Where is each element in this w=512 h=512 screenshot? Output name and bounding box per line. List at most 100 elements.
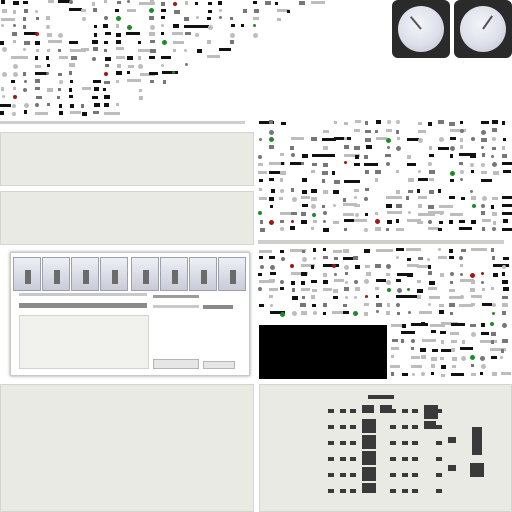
mini-bar xyxy=(333,279,344,283)
indicator-dot xyxy=(34,31,39,36)
mini-control xyxy=(57,72,62,76)
mini-control xyxy=(195,1,199,5)
indicator-dot xyxy=(428,303,432,307)
indicator-dot xyxy=(375,219,381,225)
mini-control xyxy=(322,189,328,194)
indicator-dot xyxy=(126,25,132,31)
mini-control xyxy=(364,302,370,306)
mini-control xyxy=(57,87,61,91)
mini-control xyxy=(431,363,436,368)
mini-control xyxy=(185,31,192,35)
mini-control xyxy=(270,272,277,276)
mini-bar xyxy=(418,310,432,314)
mini-control xyxy=(311,265,315,270)
controls-atlas-right-2 xyxy=(258,188,512,236)
diagram-pin xyxy=(340,489,346,493)
indicator-dot xyxy=(291,153,296,157)
mini-control xyxy=(115,39,121,44)
mini-bar xyxy=(93,80,102,84)
mini-control xyxy=(344,272,348,276)
mini-control xyxy=(431,356,438,361)
mini-control xyxy=(185,0,189,5)
mini-control xyxy=(353,129,360,133)
mini-control xyxy=(354,120,361,124)
indicator-dot xyxy=(363,279,369,285)
mini-control xyxy=(342,197,346,202)
indicator-dot xyxy=(280,227,285,232)
indicator-dot xyxy=(289,263,294,268)
mini-bar xyxy=(390,323,406,327)
indicator-dot xyxy=(450,271,455,276)
mini-control xyxy=(59,110,64,115)
diagram-block xyxy=(472,427,482,455)
indicator-dot xyxy=(459,256,464,261)
mini-bar xyxy=(386,211,402,215)
mini-control xyxy=(322,302,327,307)
mini-control xyxy=(70,79,74,83)
mini-bar xyxy=(450,212,463,216)
mini-bar xyxy=(401,330,416,334)
mini-control xyxy=(127,64,134,68)
indicator-dot xyxy=(364,294,368,298)
dialog-text-area[interactable] xyxy=(19,315,149,369)
mini-control xyxy=(138,79,142,83)
mini-control xyxy=(258,303,264,307)
indicator-dot xyxy=(1,72,7,78)
indicator-dot xyxy=(344,296,348,300)
indicator-dot xyxy=(138,63,144,69)
mini-control xyxy=(438,227,443,231)
mini-control xyxy=(268,294,273,298)
mini-control xyxy=(364,154,369,159)
mini-control xyxy=(70,55,77,60)
mini-bar xyxy=(395,248,404,252)
indicator-dot xyxy=(149,8,155,14)
indicator-dot xyxy=(375,310,379,314)
mini-control xyxy=(417,121,422,125)
mini-control xyxy=(259,188,263,192)
mini-bar xyxy=(440,322,458,326)
black-display-panel xyxy=(259,325,387,379)
dialog-button-cancel[interactable] xyxy=(203,361,235,369)
dialog-bar xyxy=(153,295,199,298)
dialog-button-ok[interactable] xyxy=(153,359,199,369)
diagram-pin xyxy=(412,457,418,461)
mini-control xyxy=(375,295,379,299)
indicator-dot xyxy=(35,103,40,108)
mini-control xyxy=(279,178,283,183)
mini-control xyxy=(138,95,143,100)
mini-control xyxy=(104,56,111,61)
mini-control xyxy=(290,226,296,231)
mini-control xyxy=(322,178,326,183)
mini-control xyxy=(311,137,318,142)
mini-control xyxy=(11,79,16,83)
indicator-dot xyxy=(417,169,421,173)
gauge-face xyxy=(460,6,506,52)
mini-control xyxy=(321,205,325,209)
mini-control xyxy=(1,86,5,91)
indicator-dot xyxy=(311,203,317,209)
mini-control xyxy=(353,203,360,207)
mini-control xyxy=(103,80,110,84)
mini-bar xyxy=(259,249,273,253)
diagram-block xyxy=(362,451,376,465)
panel-right-bottom xyxy=(259,384,512,512)
mini-control xyxy=(270,205,273,209)
indicator-dot xyxy=(58,33,64,39)
indicator-dot xyxy=(82,17,87,22)
mini-control xyxy=(470,170,474,174)
mini-bar xyxy=(219,48,231,52)
mini-control xyxy=(391,371,395,376)
mini-control xyxy=(343,137,347,141)
indicator-dot xyxy=(491,303,496,308)
mini-control xyxy=(300,310,307,315)
mini-control xyxy=(491,146,496,150)
mini-bar xyxy=(139,1,156,5)
diagram-block xyxy=(362,435,376,449)
mini-bar xyxy=(11,56,29,60)
mini-control xyxy=(480,372,484,376)
mini-control xyxy=(323,227,330,232)
indicator-dot xyxy=(355,212,360,217)
diagram-pin xyxy=(412,425,418,429)
mini-bar xyxy=(502,169,511,173)
mini-control xyxy=(23,24,27,29)
